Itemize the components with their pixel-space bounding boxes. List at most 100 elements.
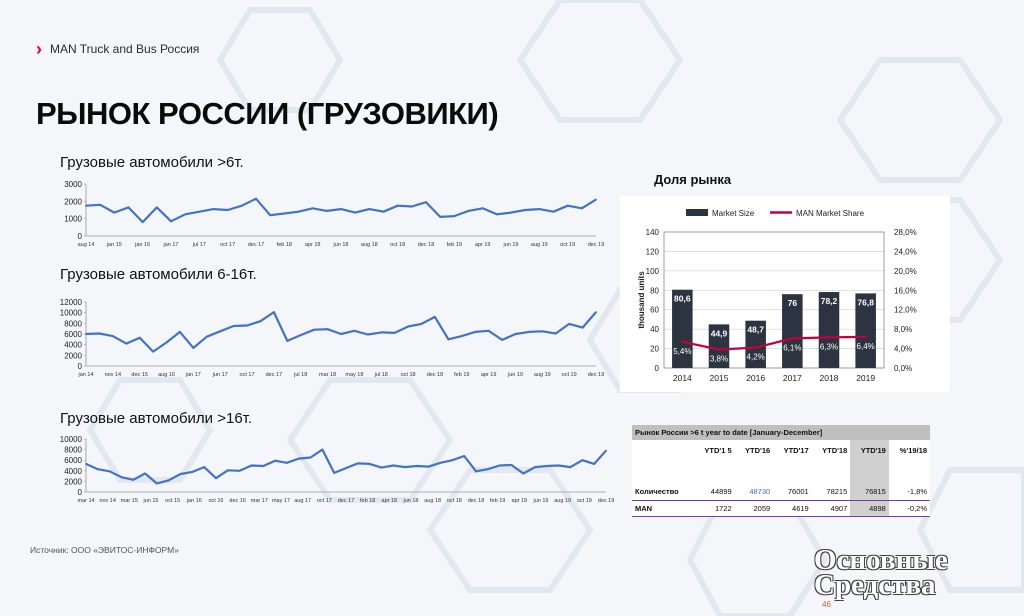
data-point [321,448,324,451]
data-point [299,334,302,336]
data-point [552,210,555,213]
data-point [309,456,312,459]
x-tick-label: aug 19 [531,242,548,248]
data-point [527,330,530,333]
x-tick-label: aug 16 [158,372,175,378]
data-point [475,470,477,473]
data-point [425,201,427,204]
share-point [864,335,867,339]
y-tick-label: 10000 [60,435,83,444]
bar [672,289,693,368]
x-tick-label: jan 15 [106,242,122,248]
y-tick-label: 10000 [60,309,83,318]
data-point [354,211,357,214]
data-point [392,464,395,467]
data-point [259,320,262,323]
data-point [595,198,597,201]
brand-name: MAN Truck and Bus Россия [50,42,200,56]
data-point [85,204,87,207]
data-point [382,210,385,213]
data-point [179,473,182,475]
data-point [447,338,450,341]
ytd-cell: 4619 [773,500,812,517]
data-point [380,466,383,469]
data-point [255,197,257,200]
data-point [510,211,512,214]
data-point [250,464,253,467]
chart2-title: Грузовые автомобили 6-16т. [60,266,257,283]
data-point [557,464,560,467]
y-tick-label: 4000 [64,341,82,350]
x-tick-label: jun 18 [403,498,419,504]
data-point [219,330,222,333]
legend-label-share: MAN Market Share [796,209,865,218]
data-point [541,330,544,333]
data-point [522,472,525,475]
x-tick-label: aug 19 [554,498,571,504]
data-point [141,221,144,224]
bar-value-label: 44,9 [711,328,728,338]
x-tick-label: oct 15 [165,498,180,504]
line-chart-over-6t: 0 1000 2000 3000 aug 14 jan 15 jan 16 jan 17 jul… [64,180,605,248]
data-point [297,210,300,213]
data-point [407,325,410,328]
data-point [191,470,194,473]
data-point [581,326,584,329]
data-point [605,449,607,452]
data-point [272,311,275,314]
x-tick-label: aug 17 [294,498,311,504]
page-title: РЫНОК РОССИИ (ГРУЗОВИКИ) [36,96,499,131]
data-point [325,209,328,212]
data-point [203,466,206,468]
x-tick-label: oct 18 [401,372,416,378]
y-tick-label: 0 [78,488,83,497]
x-tick-label: apr 19 [481,372,497,378]
y-tick-label: 6000 [64,330,82,339]
y-tick-label: 0 [655,364,660,373]
x-tick-label: dec 16 [229,498,246,504]
bar-value-label: 76 [788,298,798,308]
x-tick-label: oct 17 [240,372,255,378]
data-point [99,203,102,206]
data-point [524,209,527,211]
ytd-header-17: YTD'17 [783,446,809,455]
y-tick-label: 80 [650,286,659,295]
ytd-header-empty [632,440,694,470]
y2-tick-label: 0,0% [894,364,912,373]
data-point [85,463,87,465]
market-share-title: Доля рынка [654,172,732,187]
data-point [167,479,170,482]
y-tick-label: 6000 [64,456,82,465]
data-point [410,205,413,208]
x-tick-label: apr 18 [305,242,321,248]
y-tick-label: 40 [650,325,659,334]
x-tick-label: aug 19 [534,372,551,378]
x-tick-label: jun 19 [507,372,523,378]
share-value-label: 6,3% [820,342,838,351]
y2-tick-label: 4,0% [894,345,912,354]
y2-tick-label: 12,0% [894,306,917,315]
data-point [286,461,288,464]
share-point [791,337,794,340]
data-point [404,466,406,468]
ytd-header-19: YTD'19 [850,440,889,470]
x-tick-label: dec 17 [248,242,265,248]
bar-value-label: 48,7 [747,325,764,335]
ytd-header-18: YTD'18 [822,446,848,455]
x-tick-label: aug 18 [424,498,441,504]
data-point [501,338,503,341]
data-point [205,335,208,338]
data-line [85,197,597,224]
ytd-header-15: YTD'1 5 [704,446,732,455]
data-point [593,463,596,465]
x-tick-label: 2014 [673,373,692,383]
x-tick-label: dec 19 [598,498,615,504]
y2-tick-label: 24,0% [894,247,917,256]
y-tick-label: 2000 [64,197,82,206]
data-point [212,208,215,211]
data-point [238,469,241,472]
data-point [356,462,359,465]
x-tick-label: dec 19 [588,242,605,248]
bar-value-label: 76,8 [857,297,874,307]
